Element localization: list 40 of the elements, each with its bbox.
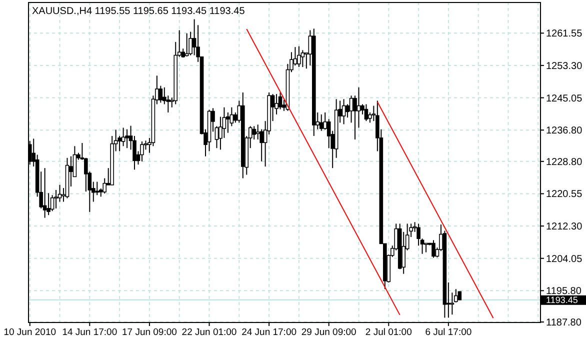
y-tick-label: 1220.55 — [546, 189, 583, 200]
chart-title: XAUUSD.,H4 1195.55 1195.65 1193.45 1193.45 — [32, 6, 246, 17]
x-tick-label: 2 Jul 01:00 — [365, 327, 412, 338]
candlestick — [102, 178, 107, 194]
x-tick-label: 10 Jun 2010 — [4, 327, 56, 338]
y-tick-label: 1253.30 — [546, 60, 583, 72]
candlestick — [364, 104, 368, 122]
candlestick — [319, 114, 324, 132]
y-tick-label: 1195.80 — [546, 286, 582, 298]
candlestick — [252, 126, 256, 140]
candlestick — [342, 98, 346, 125]
x-tick-label: 29 Jun 09:00 — [301, 327, 356, 338]
x-tick-label: 6 Jul 17:00 — [425, 327, 472, 338]
candlestick — [121, 127, 126, 147]
candlestick — [260, 128, 264, 162]
y-tick-label: 1261.55 — [546, 28, 583, 40]
candlestick — [140, 140, 144, 162]
y-tick-label: 1204.05 — [546, 254, 583, 265]
y-tick-label: 1228.80 — [546, 156, 583, 168]
candlestick — [256, 124, 260, 140]
candlestick — [95, 181, 100, 196]
candlestick — [349, 95, 354, 124]
candlestick — [184, 32, 189, 57]
candlestick — [42, 168, 47, 218]
candlestick — [356, 86, 361, 128]
candlestick — [297, 46, 301, 68]
y-tick-label: 1236.80 — [546, 126, 583, 137]
candlestick — [300, 50, 305, 68]
ref-line-label: 1193.45 — [546, 295, 578, 306]
x-tick-label: 22 Jun 01:00 — [182, 327, 237, 338]
y-tick-label: 1245.05 — [546, 93, 583, 104]
y-tick-label: 1187.80 — [546, 318, 582, 328]
x-tick-label: 14 Jun 17:00 — [62, 327, 118, 338]
candlestick — [125, 128, 129, 149]
y-tick-label: 1212.30 — [546, 222, 583, 233]
candlestick — [432, 240, 436, 258]
x-tick-label: 17 Jun 09:00 — [122, 327, 177, 338]
candlestick — [158, 85, 163, 104]
candlestick — [424, 242, 428, 253]
x-tick-label: 24 Jun 17:00 — [242, 327, 297, 338]
